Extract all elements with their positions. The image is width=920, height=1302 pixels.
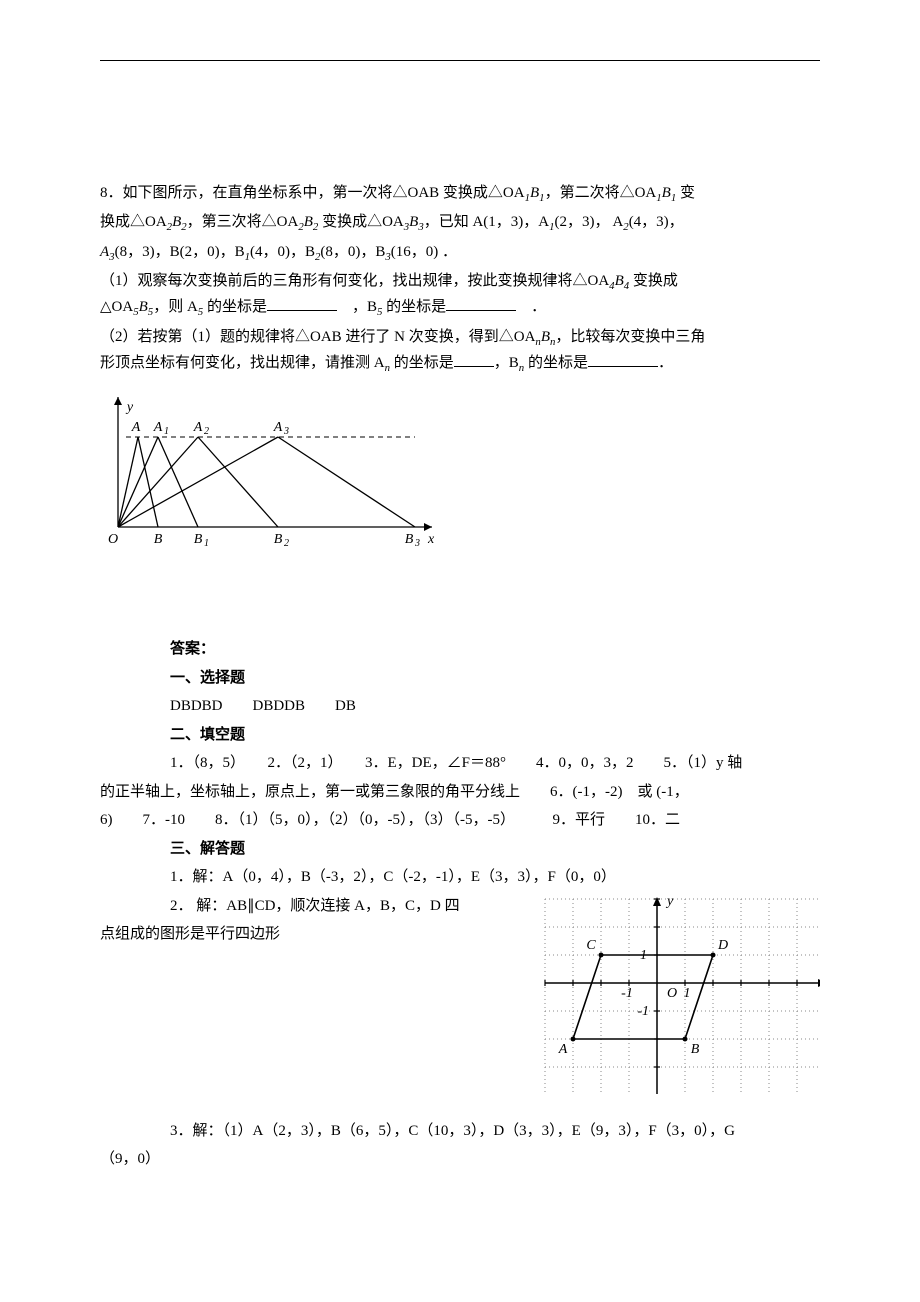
q8-part1: （1）观察每次变换前后的三角形有何变化，找出规律，按此变换规律将△OA4B4 变… <box>100 269 820 322</box>
svg-text:A: A <box>131 420 141 435</box>
answers-block: 答案： 一、选择题 DBDBD DBDDB DB 二、填空题 1．（8，5） 2… <box>100 637 820 1173</box>
q8-p1-f: ，则 A <box>153 299 198 315</box>
q8-p1-d: △OA <box>100 299 133 315</box>
top-rule <box>100 60 820 61</box>
svg-text:A: A <box>273 420 283 435</box>
svg-text:1: 1 <box>164 426 169 437</box>
q8-p1-a: （1）观察每次变换前后的三角形有何变化，找出规律，按此变换规律将△OA <box>100 273 609 289</box>
q8-l2-b: B <box>172 214 181 230</box>
q8-l3-c: (4，0)，B <box>250 244 315 260</box>
q8-l3-e: (16，0) ． <box>391 244 457 260</box>
sec3-title: 三、解答题 <box>140 837 820 863</box>
svg-text:D: D <box>717 938 728 953</box>
svg-text:A: A <box>558 1042 568 1057</box>
q8-l3-b: (8，3)，B(2，0)，B <box>115 244 245 260</box>
svg-text:B: B <box>405 532 414 547</box>
sec2-l3: 6) 7．-10 8．（1）（5，0），（2）（0，-5），（3）（-5，-5）… <box>100 808 820 834</box>
svg-text:B: B <box>274 532 283 547</box>
diagram-grid-wrap: yxO-111-1ABCD <box>540 894 820 1099</box>
q8-p2-a: （2）若按第（1）题的规律将△OAB 进行了 N 次变换，得到△OA <box>100 329 535 345</box>
svg-text:1: 1 <box>204 538 209 549</box>
svg-text:x: x <box>427 532 435 547</box>
q8-l2-h: (2，3)， A <box>555 214 624 230</box>
q8-l1-e: 变 <box>676 185 695 201</box>
q8-l2-e: 变换成△OA <box>318 214 403 230</box>
sec1-body: DBDBD DBDDB DB <box>140 694 820 720</box>
blank-a5 <box>267 295 337 311</box>
q8-p1-b: B <box>615 273 624 289</box>
q8-p2-e: 的坐标是 <box>390 355 454 371</box>
q8-p2-b: B <box>541 329 550 345</box>
q8-line3: A3(8，3)，B(2，0)，B1(4，0)，B2(8，0)，B3(16，0) … <box>100 240 820 266</box>
q8-p1-j: ． <box>531 299 546 315</box>
svg-text:B: B <box>154 532 163 547</box>
q8-l2-d: B <box>304 214 313 230</box>
q8-l2-i: (4，3)， <box>629 214 684 230</box>
q8-l1-b: B <box>530 185 539 201</box>
sec3-q3b: （9，0） <box>100 1147 820 1173</box>
sec2-title: 二、填空题 <box>140 723 820 749</box>
svg-text:-1: -1 <box>621 986 633 1001</box>
q8-l2-f: B <box>409 214 418 230</box>
q8-l3-d: (8，0)，B <box>320 244 385 260</box>
svg-text:1: 1 <box>640 948 647 963</box>
q8-p1-i: 的坐标是 <box>382 299 446 315</box>
svg-text:O: O <box>108 532 118 547</box>
q8-l1-c: ，第二次将△OA <box>545 185 657 201</box>
q8-l3-a: A <box>100 244 109 260</box>
q8-p1-h: ，B <box>352 299 377 315</box>
svg-text:2: 2 <box>204 426 209 437</box>
q8-p2-f: ，B <box>494 355 519 371</box>
q8-p2-c: ，比较每次变换中三角 <box>555 329 705 345</box>
q8-line1: 8．如下图所示，在直角坐标系中，第一次将△OAB 变换成△OA1B1，第二次将△… <box>100 181 820 207</box>
q2-row: yxO-111-1ABCD 2． 解：AB∥CD，顺次连接 A，B，C，D 四 … <box>140 894 820 1099</box>
q8-l2-a: 换成△OA <box>100 214 167 230</box>
svg-text:-1: -1 <box>637 1004 649 1019</box>
blank-b5 <box>446 295 516 311</box>
sec1-title: 一、选择题 <box>140 666 820 692</box>
page-root: 8．如下图所示，在直角坐标系中，第一次将△OAB 变换成△OA1B1，第二次将△… <box>0 0 920 1216</box>
sec2-l1: 1．（8，5） 2．（2，1） 3．E，DE，∠F＝88° 4．0，0，3，2 … <box>140 751 820 777</box>
sec3-q3a: 3．解：（1）A（2，3），B（6，5），C（10，3），D（3，3），E（9，… <box>140 1119 820 1145</box>
q8-p2-h: ． <box>658 355 673 371</box>
q8-l1-d: B <box>662 185 671 201</box>
svg-text:3: 3 <box>414 538 420 549</box>
svg-text:A: A <box>153 420 163 435</box>
grid-svg: yxO-111-1ABCD <box>540 894 820 1094</box>
sec3-q1: 1．解：A（0，4），B（-3，2），C（-2，-1），E（3，3），F（0，0… <box>140 865 820 891</box>
q8-part2: （2）若按第（1）题的规律将△OAB 进行了 N 次变换，得到△OAnBn，比较… <box>100 325 820 378</box>
svg-text:A: A <box>193 420 203 435</box>
sec2-l1-text: 1．（8，5） 2．（2，1） 3．E，DE，∠F＝88° 4．0，0，3，2 … <box>170 755 742 771</box>
q8-l2-c: ，第三次将△OA <box>187 214 299 230</box>
q8-p2-d: 形顶点坐标有何变化，找出规律，请推测 A <box>100 355 385 371</box>
q8-l1-a: 8．如下图所示，在直角坐标系中，第一次将△OAB 变换成△OA <box>100 185 525 201</box>
svg-text:C: C <box>586 938 596 953</box>
q8-p1-g: 的坐标是 <box>203 299 267 315</box>
svg-text:B: B <box>194 532 203 547</box>
q8-p1-e: B <box>139 299 148 315</box>
svg-text:y: y <box>665 894 674 909</box>
blank-bn <box>588 351 658 367</box>
q8-l2-g: ，已知 A(1，3)，A <box>424 214 549 230</box>
diagram-triangles: yxOAA1A2A3BB1B2B3 <box>100 392 820 557</box>
q8-p2-g: 的坐标是 <box>524 355 588 371</box>
svg-text:O: O <box>667 986 677 1001</box>
blank-an <box>454 351 494 367</box>
answers-title: 答案： <box>140 637 820 663</box>
svg-text:y: y <box>125 400 134 415</box>
svg-text:B: B <box>691 1042 700 1057</box>
q8-p1-c: 变换成 <box>629 273 678 289</box>
svg-text:2: 2 <box>284 538 289 549</box>
svg-text:1: 1 <box>684 986 691 1001</box>
sec2-l2: 的正半轴上，坐标轴上，原点上，第一或第三象限的角平分线上 6．(-1，-2) 或… <box>100 780 820 806</box>
svg-text:3: 3 <box>283 426 289 437</box>
triangles-svg: yxOAA1A2A3BB1B2B3 <box>100 392 440 552</box>
q8-line2: 换成△OA2B2，第三次将△OA2B2 变换成△OA3B3，已知 A(1，3)，… <box>100 210 820 236</box>
